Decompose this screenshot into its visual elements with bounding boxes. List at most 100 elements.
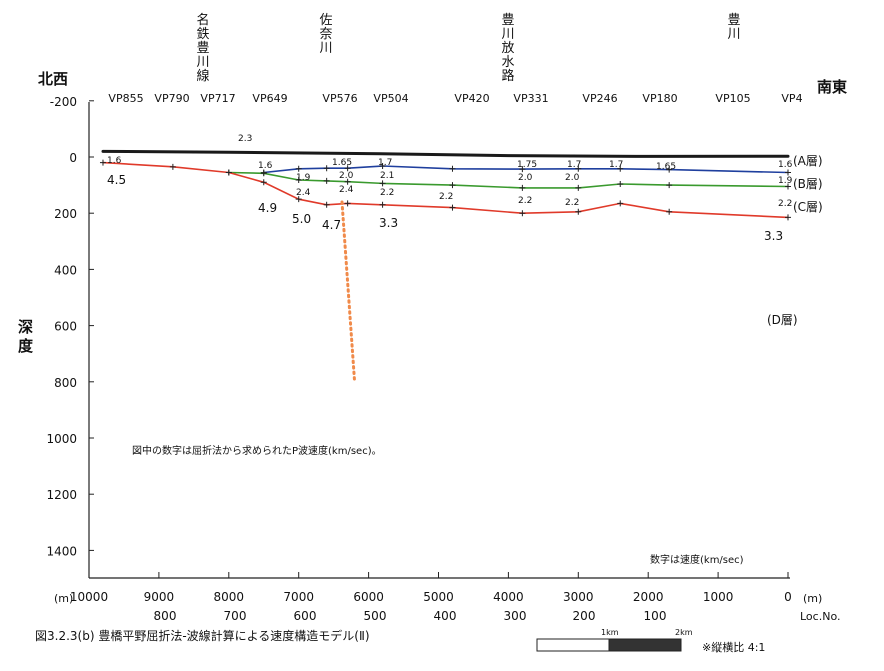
series-point-3 bbox=[785, 214, 791, 221]
y-axis-label-1: 深 bbox=[18, 318, 33, 336]
loc-tick-label: 400 bbox=[434, 609, 457, 623]
landmark-2-char: 路 bbox=[501, 68, 514, 84]
loc-tick-label: 100 bbox=[644, 609, 667, 623]
loc-tick-label: 700 bbox=[224, 609, 247, 623]
series-line-3 bbox=[102, 161, 789, 219]
landmark-2-char: 豊 bbox=[501, 13, 514, 28]
series-point-2 bbox=[323, 177, 330, 184]
series-point-2 bbox=[295, 177, 302, 184]
layer-b-label: (B層) bbox=[793, 177, 823, 191]
series-point-3 bbox=[617, 200, 624, 207]
layer-a-label: (A層) bbox=[793, 154, 823, 168]
vel-c-0: 2.4 bbox=[296, 188, 311, 198]
vp-labels: VP855 VP790 VP717 VP649 VP576 VP504 VP420 VP331… bbox=[108, 92, 802, 105]
vel-b-2: 2.1 bbox=[380, 171, 394, 181]
y-tick-label: 800 bbox=[54, 376, 77, 390]
series-point-3 bbox=[99, 159, 106, 166]
annotation-note: 図中の数字は屈折法から求められたP波速度(km/sec)。 bbox=[132, 444, 382, 457]
y-tick-label: -200 bbox=[50, 95, 77, 109]
series-point-3 bbox=[169, 163, 176, 170]
loc-tick-label: 300 bbox=[504, 609, 527, 623]
landmark-1-char: 川 bbox=[319, 41, 332, 56]
x-tick-label: 8000 bbox=[214, 590, 245, 604]
vp-label: VP4 bbox=[781, 92, 802, 105]
vel-a-9: 1.6 bbox=[778, 160, 793, 170]
x-tick-label: 5000 bbox=[423, 590, 454, 604]
series-point-2 bbox=[379, 180, 386, 187]
landmark-0-char: 線 bbox=[196, 68, 209, 84]
series-point-2 bbox=[617, 180, 624, 187]
landmark-3-char: 豊 bbox=[727, 13, 740, 28]
landmark-0-char: 名 bbox=[196, 12, 209, 28]
y-tick-label: 600 bbox=[54, 320, 77, 334]
landmark-2-char: 川 bbox=[501, 27, 514, 42]
x-tick-label: 4000 bbox=[493, 590, 524, 604]
vel-c-5: 2.2 bbox=[565, 198, 579, 208]
landmark-2-char: 水 bbox=[501, 55, 514, 70]
series-point-1 bbox=[666, 166, 673, 173]
loc-tick-label: 500 bbox=[364, 609, 387, 623]
x-tick-label: 3000 bbox=[563, 590, 594, 604]
x-tick-label: 1000 bbox=[703, 590, 734, 604]
series-point-2 bbox=[260, 170, 267, 177]
y-axis-label-2: 度 bbox=[18, 337, 34, 355]
series-line-0 bbox=[101, 149, 790, 158]
scale-1km-label: 1km bbox=[601, 628, 619, 637]
loc-label: Loc.No. bbox=[800, 610, 840, 623]
series-point-3 bbox=[519, 210, 526, 217]
vp-label: VP420 bbox=[454, 92, 489, 105]
vel-b-0: 1.9 bbox=[296, 173, 311, 183]
landmark-1-char: 佐 bbox=[319, 13, 332, 28]
vp-label: VP246 bbox=[582, 92, 617, 105]
loc-tick-label: 800 bbox=[154, 609, 177, 623]
vel-a-0: 1.6 bbox=[107, 156, 122, 166]
figure-caption: 図3.2.3(b) 豊橋平野屈折法-波線計算による速度構造モデル(Ⅱ) bbox=[35, 628, 370, 643]
vel-a-7: 1.7 bbox=[609, 160, 623, 170]
scale-bar: 1km 2km bbox=[536, 628, 693, 652]
landmark-3-char: 川 bbox=[727, 27, 740, 42]
series-point-1 bbox=[575, 165, 582, 172]
x-unit-right: (m) bbox=[803, 592, 822, 605]
series-point-1 bbox=[449, 165, 456, 172]
y-axis-ticks: -200 0 200 400 600 800 1000 1200 1400 bbox=[46, 95, 94, 558]
loc-tick-label: 600 bbox=[294, 609, 317, 623]
scale-2km-label: 2km bbox=[675, 628, 693, 637]
landmark-0-char: 豊 bbox=[196, 41, 209, 56]
vel-d-4: 3.3 bbox=[379, 216, 398, 230]
series-point-3 bbox=[323, 201, 330, 208]
series-line-2 bbox=[228, 171, 789, 189]
vel-a-2: 1.6 bbox=[258, 161, 273, 171]
vel-c-2: 2.2 bbox=[380, 188, 394, 198]
vel-a-4: 1.7 bbox=[378, 158, 392, 168]
vp-label: VP180 bbox=[642, 92, 677, 105]
layer-boundaries bbox=[99, 149, 791, 384]
x-tick-label: 6000 bbox=[353, 590, 384, 604]
vel-a-6: 1.7 bbox=[567, 160, 581, 170]
loc-ticks: 800 700 600 500 400 300 200 100 bbox=[154, 609, 667, 623]
vel-c-6: 2.2 bbox=[778, 199, 792, 209]
x-tick-label: 7000 bbox=[283, 590, 314, 604]
x-tick-label: 9000 bbox=[144, 590, 175, 604]
y-tick-label: 1400 bbox=[46, 544, 77, 558]
y-tick-label: 1200 bbox=[46, 488, 77, 502]
vel-c-3: 2.2 bbox=[439, 192, 453, 202]
series-point-2 bbox=[519, 184, 526, 191]
series-point-1 bbox=[785, 169, 791, 176]
series-point-3 bbox=[225, 169, 232, 176]
vel-c-4: 2.2 bbox=[518, 196, 532, 206]
landmark-2-char: 放 bbox=[501, 41, 514, 56]
direction-left-label: 北西 bbox=[38, 70, 68, 88]
vp-label: VP717 bbox=[200, 92, 235, 105]
scale-bar-white bbox=[536, 638, 610, 652]
series-point-2 bbox=[449, 182, 456, 189]
series-point-2 bbox=[666, 182, 673, 189]
series-point-1 bbox=[379, 162, 386, 169]
vel-d-2: 5.0 bbox=[292, 212, 311, 226]
y-tick-label: 400 bbox=[54, 263, 77, 277]
layer-labels: (A層) (B層) (C層) (D層) bbox=[767, 154, 823, 327]
series-point-3 bbox=[379, 201, 386, 208]
aspect-ratio-note: ※縦横比 4:1 bbox=[702, 640, 765, 654]
vp-label: VP504 bbox=[373, 92, 408, 105]
series-point-1 bbox=[323, 165, 330, 172]
vel-a-3: 1.65 bbox=[332, 158, 352, 168]
